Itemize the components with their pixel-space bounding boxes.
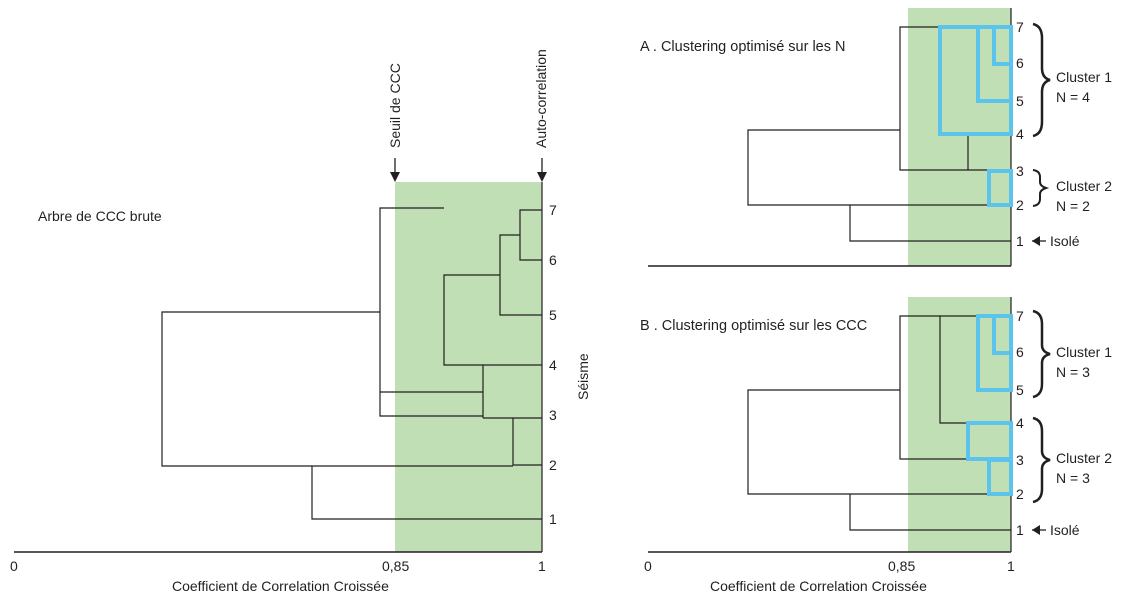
panel-b-tick-0: 0: [644, 558, 652, 574]
seuil-arrow: [390, 158, 400, 182]
panel-b-leaf-2: 2: [1016, 486, 1024, 502]
left-panel: Arbre de CCC brute Seuil de CCC Auto-cor…: [10, 49, 591, 594]
left-leaf-4: 4: [549, 357, 557, 373]
seuil-label: Seuil de CCC: [387, 63, 403, 148]
left-tick-1: 1: [538, 558, 546, 574]
panel-a: A . Clustering optimisé sur les N 7 6 5 …: [640, 8, 1112, 267]
left-leaf-6: 6: [549, 252, 557, 268]
panel-a-cluster2-brace: [1032, 169, 1050, 207]
left-tick-085: 0,85: [382, 558, 409, 574]
left-leaf-2: 2: [549, 457, 557, 473]
panel-b-leaf-3: 3: [1016, 452, 1024, 468]
panel-b-cluster-highlights: [966, 314, 1013, 496]
panel-b-cluster2-name: Cluster 2: [1056, 450, 1112, 466]
panel-b-isole-arrow: [1032, 525, 1046, 535]
panel-a-leaf-7: 7: [1016, 19, 1024, 35]
seisme-label: Séisme: [575, 353, 591, 400]
panel-a-cluster1-name: Cluster 1: [1056, 69, 1112, 85]
panel-a-cluster2-name: Cluster 2: [1056, 178, 1112, 194]
panel-b-cluster1-name: Cluster 1: [1056, 344, 1112, 360]
panel-b-leaf-1: 1: [1016, 522, 1024, 538]
panel-b: B . Clustering optimisé sur les CCC 7 6 …: [640, 297, 1112, 594]
left-title: Arbre de CCC brute: [38, 208, 162, 224]
panel-a-title: A . Clustering optimisé sur les N: [640, 39, 846, 55]
panel-b-leaf-7: 7: [1016, 308, 1024, 324]
left-dendrogram: [161, 207, 542, 520]
panel-b-isole-label: Isolé: [1050, 522, 1080, 538]
panel-b-cluster1-brace: [1032, 309, 1051, 399]
panel-a-cluster1-brace: [1032, 22, 1051, 138]
panel-a-dendrogram: [747, 26, 1011, 242]
panel-a-leaf-2: 2: [1016, 197, 1024, 213]
left-threshold-zone: [395, 182, 542, 552]
panel-a-leaf-5: 5: [1016, 93, 1024, 109]
panel-b-cluster1-n: N = 3: [1056, 364, 1090, 380]
autocorr-arrow: [537, 158, 547, 182]
panel-b-leaf-5: 5: [1016, 382, 1024, 398]
panel-a-isole-arrow: [1032, 236, 1046, 246]
panel-b-cluster2-brace: [1032, 416, 1051, 504]
left-leaf-5: 5: [549, 307, 557, 323]
left-leaf-7: 7: [549, 202, 557, 218]
panel-a-leaf-1: 1: [1016, 233, 1024, 249]
panel-a-isole-label: Isolé: [1050, 233, 1080, 249]
panel-b-leaf-4: 4: [1016, 415, 1024, 431]
panel-a-leaf-6: 6: [1016, 55, 1024, 71]
panel-a-leaf-4: 4: [1016, 126, 1024, 142]
panel-a-cluster2-n: N = 2: [1056, 198, 1090, 214]
panel-a-cluster1-n: N = 4: [1056, 89, 1090, 105]
panel-b-x-axis-label: Coefficient de Correlation Croissée: [710, 578, 927, 594]
left-leaf-3: 3: [549, 407, 557, 423]
panel-b-leaf-6: 6: [1016, 344, 1024, 360]
panel-a-leaf-3: 3: [1016, 163, 1024, 179]
panel-b-tick-1: 1: [1007, 558, 1015, 574]
left-tick-0: 0: [10, 558, 18, 574]
panel-b-cluster2-n: N = 3: [1056, 470, 1090, 486]
left-x-axis-label: Coefficient de Correlation Croissée: [172, 578, 389, 594]
panel-b-title: B . Clustering optimisé sur les CCC: [640, 318, 867, 334]
panel-b-tick-085: 0,85: [888, 558, 915, 574]
panel-a-cluster-highlights: [938, 25, 1013, 207]
left-leaf-1: 1: [549, 511, 557, 527]
autocorr-label: Auto-correlation: [533, 49, 549, 148]
